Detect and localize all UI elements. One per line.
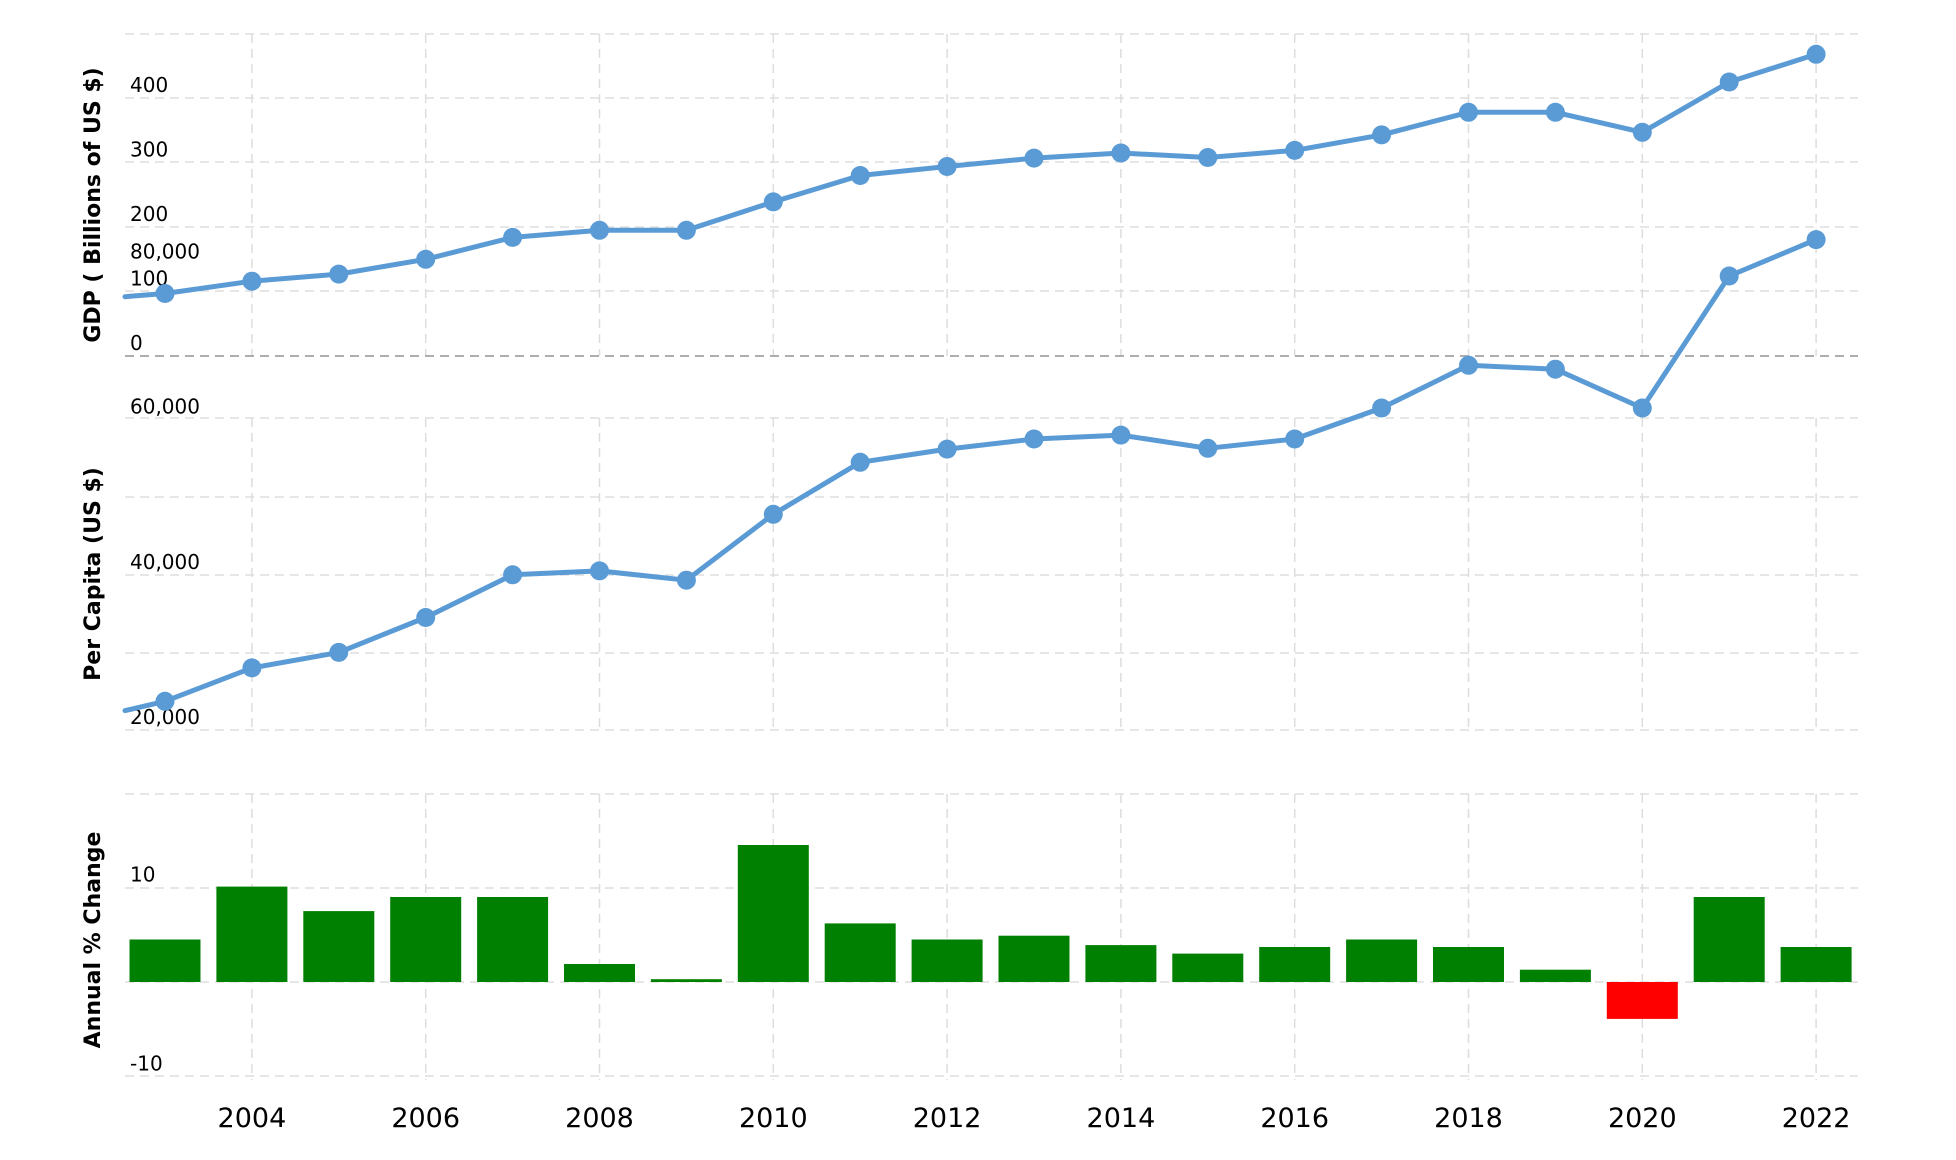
x-tick-label: 2018 [1434,1103,1503,1134]
data-point [1806,230,1826,250]
data-point [1372,398,1392,418]
bar [1606,982,1678,1019]
bar [1172,953,1244,982]
data-point [1806,44,1826,64]
data-point [1459,355,1478,375]
series-line [122,51,1819,300]
y-tick-label: 300 [130,138,168,162]
data-point [1545,359,1565,379]
data-point [1632,398,1652,418]
data-point [590,561,609,581]
y-tick-label: 40,000 [130,550,200,574]
data-point [155,691,175,711]
data-point [1024,429,1044,449]
x-tick-label: 2014 [1087,1103,1156,1134]
bar [1780,947,1852,982]
bar [477,897,549,982]
bar [1346,939,1418,982]
data-point [1459,102,1478,122]
y-tick-label: 60,000 [130,395,200,419]
bar [564,964,635,982]
data-point [329,642,349,662]
data-point [503,565,523,585]
bar [650,979,722,982]
bar [390,897,462,982]
x-tick-label: 2006 [391,1103,460,1134]
data-point [1285,429,1305,449]
data-point [1719,72,1739,92]
bar [216,886,288,982]
x-tick-label: 2004 [218,1103,287,1134]
data-point [416,608,436,627]
y-axis-label: Per Capita (US $) [81,467,106,681]
y-tick-label: 200 [130,202,168,226]
data-point [1024,148,1044,168]
data-point [1198,438,1218,458]
data-point [850,166,870,185]
data-point [937,439,957,459]
y-tick-label: 0 [130,331,143,355]
data-point [676,570,696,590]
x-tick-label: 2012 [913,1103,982,1134]
bar [303,911,375,982]
bar [1259,947,1331,982]
data-point [329,264,349,284]
y-axis-label: GDP ( Billions of US $) [81,67,106,342]
y-tick-label: 80,000 [130,239,200,263]
data-point [242,271,262,291]
bar [824,923,896,982]
x-tick-label: 2010 [739,1103,808,1134]
data-point [1632,122,1652,142]
data-point [850,452,870,472]
bar [129,939,201,982]
data-point [1719,266,1739,286]
data-point [1285,140,1305,160]
y-tick-label: -10 [130,1052,163,1076]
bar [998,935,1070,982]
x-tick-label: 2020 [1608,1103,1677,1134]
y-axis-label: Annual % Change [81,832,106,1049]
bar [737,845,809,982]
y-tick-label: 400 [130,73,168,97]
data-point [937,157,957,176]
data-point [242,658,262,678]
data-point [155,284,175,303]
bar [1433,947,1504,982]
data-point [676,220,696,240]
data-point [763,192,783,212]
data-point [1372,125,1392,145]
x-tick-label: 2016 [1260,1103,1329,1134]
bar [1519,969,1591,982]
data-point [763,504,783,524]
data-point [416,249,436,269]
data-point [1545,102,1565,122]
x-tick-label: 2008 [565,1103,634,1134]
bar [1085,945,1157,982]
x-tick-label: 2022 [1782,1103,1851,1134]
bar [911,939,983,982]
data-point [590,220,609,240]
y-tick-label: 10 [130,863,155,887]
bar [1693,897,1765,982]
series-line [122,237,1819,714]
data-point [503,227,523,247]
data-point [1111,425,1131,445]
data-point [1111,143,1131,163]
data-point [1198,148,1218,167]
